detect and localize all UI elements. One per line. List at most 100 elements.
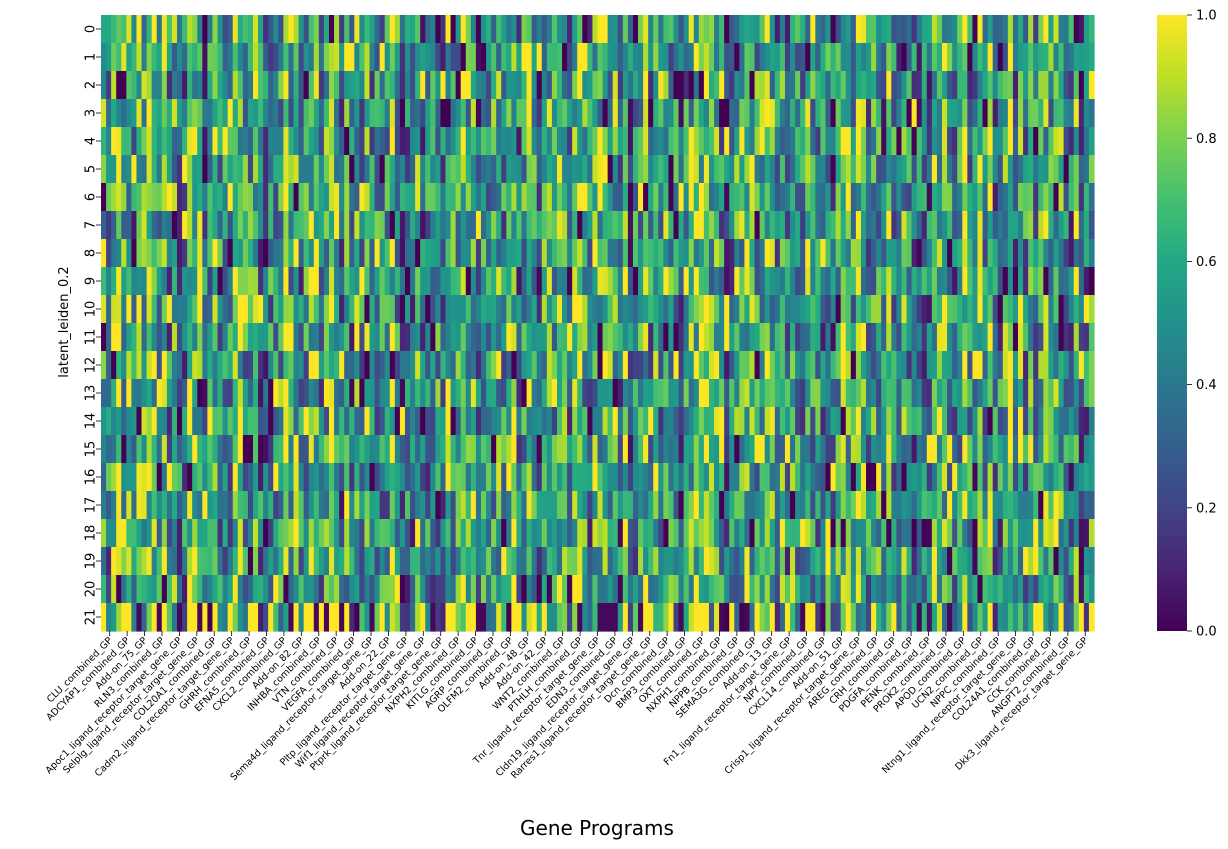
heatmap-cell [916,211,923,240]
heatmap-cell [724,407,730,436]
heatmap-cell [1078,239,1085,268]
heatmap-cell [1012,43,1019,72]
heatmap-cell [1068,15,1075,44]
heatmap-cell [531,491,538,520]
heatmap-cell [101,323,107,352]
heatmap-cell [850,99,857,128]
heatmap-cell [866,323,872,352]
heatmap-cell [607,379,614,408]
heatmap-cell [860,463,867,492]
heatmap-cell [470,15,477,44]
heatmap-cell [440,99,447,128]
heatmap-cell [850,239,857,268]
heatmap-cell [344,155,350,184]
heatmap-cell [906,295,913,324]
heatmap-cell [399,127,406,156]
heatmap-cell [1058,575,1065,604]
heatmap-cell [926,435,933,464]
heatmap-cell [227,575,234,604]
heatmap-cell [1073,183,1080,212]
heatmap-cell [668,211,675,240]
heatmap-cell [987,491,994,520]
heatmap-cell [491,491,497,520]
heatmap-cell [779,99,786,128]
heatmap-cell [876,211,882,240]
heatmap-cell [830,99,837,128]
heatmap-cell [1002,211,1009,240]
heatmap-cell [734,43,740,72]
heatmap-cell [252,211,259,240]
heatmap-cell [774,127,781,156]
heatmap-cell [795,295,801,324]
heatmap-cell [759,407,766,436]
y-axis-label: latent_leiden_0.2 [57,266,72,377]
heatmap-cell [252,155,259,184]
heatmap-cell [460,239,467,268]
heatmap-cell [394,491,401,520]
heatmap-cell [516,407,523,436]
heatmap-cell [1002,379,1009,408]
heatmap-cell [916,323,923,352]
heatmap-cell [774,183,781,212]
heatmap-cell [703,491,710,520]
heatmap-cell [850,547,857,576]
heatmap-cell [293,547,300,576]
heatmap-cell [212,323,219,352]
heatmap-cell [815,407,822,436]
heatmap-cell [374,155,381,184]
heatmap-cell [541,603,548,632]
heatmap-cell [101,407,107,436]
heatmap-cell [987,211,994,240]
heatmap-cell [217,295,224,324]
heatmap-cell [1058,463,1065,492]
heatmap-cell [587,155,594,184]
heatmap-cell [308,491,315,520]
heatmap-cell [364,603,371,632]
heatmap-cell [101,267,107,296]
heatmap-cell [455,351,462,380]
heatmap-cell [176,43,183,72]
heatmap-cell [997,575,1004,604]
heatmap-cell [217,491,224,520]
heatmap-cell [126,239,132,268]
heatmap-cell [192,407,198,436]
heatmap-cell [425,323,431,352]
heatmap-cell [708,323,715,352]
heatmap-cell [957,43,963,72]
heatmap-cell [617,15,624,44]
heatmap-cell [440,71,447,100]
heatmap-cell [987,71,994,100]
heatmap-cell [627,435,634,464]
heatmap-cell [212,575,219,604]
heatmap-cell [1053,379,1060,408]
heatmap-cell [126,519,132,548]
heatmap-cell [663,71,670,100]
heatmap-cell [708,519,715,548]
heatmap-cell [131,491,138,520]
heatmap-cell [1028,351,1034,380]
heatmap-cell [435,407,442,436]
heatmap-cell [607,71,614,100]
heatmap-cell [415,71,421,100]
heatmap-cell [1007,407,1014,436]
heatmap-cell [212,491,219,520]
colorbar-tick-label: 0.6 [1196,255,1217,270]
heatmap-cell [896,463,903,492]
heatmap-cell [567,435,573,464]
heatmap-cell [866,491,872,520]
heatmap-cell [992,43,999,72]
heatmap-cell [197,323,203,352]
heatmap-cell [784,575,791,604]
heatmap-cell [845,71,852,100]
heatmap-cell [369,155,376,184]
heatmap-cell [942,15,948,44]
heatmap-cell [860,323,867,352]
heatmap-cell [192,127,198,156]
heatmap-cell [632,239,639,268]
heatmap-cell [1078,575,1085,604]
heatmap-cell [810,267,816,296]
heatmap-cell [394,43,401,72]
heatmap-cell [480,407,487,436]
heatmap-cell [531,547,538,576]
heatmap-cell [242,43,249,72]
